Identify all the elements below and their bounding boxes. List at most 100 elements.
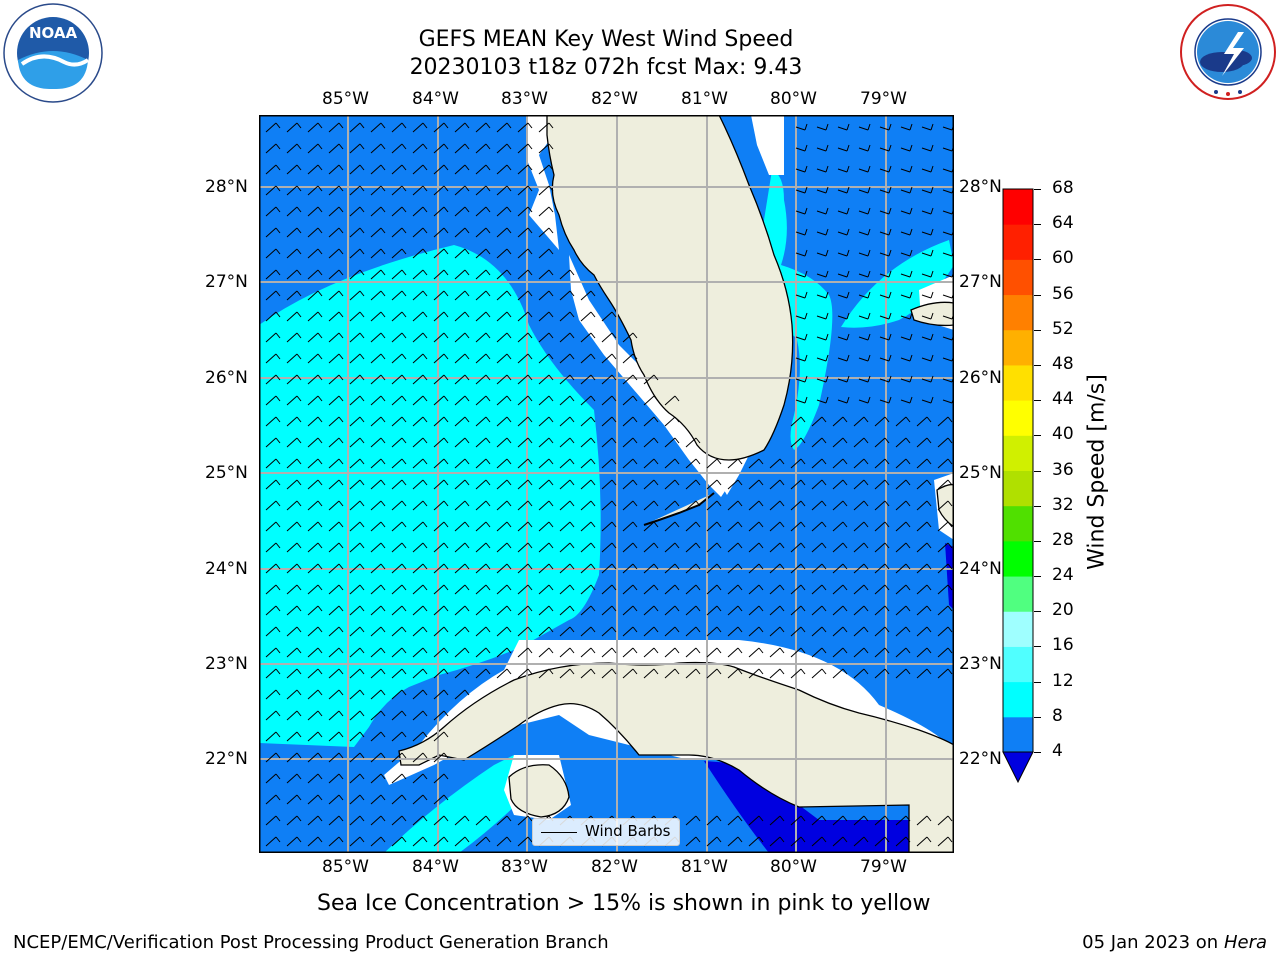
wind-barb xyxy=(853,521,869,532)
wind-barb xyxy=(916,584,932,595)
wind-barb xyxy=(307,815,323,826)
wind-barb xyxy=(475,500,491,511)
lat-label-left: 28°N xyxy=(205,177,248,197)
wind-barb xyxy=(643,584,659,595)
wind-barb xyxy=(475,374,491,385)
wind-barb xyxy=(370,437,386,448)
wind-barb xyxy=(391,584,407,595)
wind-barb xyxy=(580,605,596,616)
wind-barb xyxy=(706,836,722,847)
wind-barb xyxy=(858,207,871,215)
wind-barb xyxy=(900,312,913,320)
wind-barb xyxy=(265,752,281,763)
wind-barb xyxy=(643,458,659,469)
wind-barb xyxy=(265,647,281,658)
colorbar-segment xyxy=(1003,294,1033,331)
wind-barb xyxy=(349,143,365,154)
wind-barb xyxy=(370,395,386,406)
wind-barb xyxy=(433,332,449,343)
wind-barb xyxy=(580,479,596,490)
wind-barb xyxy=(685,479,701,490)
wind-barb xyxy=(727,668,743,679)
wind-barb xyxy=(496,206,512,217)
wind-barb xyxy=(727,836,743,847)
wind-barb xyxy=(370,164,386,175)
wind-barb xyxy=(664,416,680,427)
wind-barb xyxy=(454,584,470,595)
wind-barb xyxy=(858,291,871,299)
wind-barb xyxy=(837,144,850,152)
wind-barb xyxy=(265,815,281,826)
wind-barb xyxy=(832,521,848,532)
colorbar-tick-label: 68 xyxy=(1052,178,1074,198)
wind-barb xyxy=(391,374,407,385)
wind-barb xyxy=(664,521,680,532)
wind-barb xyxy=(412,605,428,616)
wind-barb xyxy=(307,542,323,553)
wind-barb xyxy=(685,458,701,469)
wind-barb xyxy=(328,311,344,322)
wind-barb xyxy=(916,563,932,574)
wind-barb xyxy=(790,500,806,511)
wind-barb xyxy=(664,647,680,658)
wind-barb xyxy=(874,605,890,616)
wind-barb xyxy=(307,836,323,847)
wind-barb xyxy=(370,290,386,301)
wind-barb xyxy=(328,836,344,847)
wind-barb xyxy=(517,164,533,175)
wind-barb xyxy=(454,542,470,553)
wind-barb xyxy=(664,563,680,574)
wind-barb xyxy=(853,437,869,448)
wind-barb xyxy=(286,647,302,658)
wind-barb xyxy=(858,249,871,257)
wind-barb xyxy=(286,185,302,196)
wind-barb xyxy=(837,228,850,236)
wind-barb xyxy=(853,500,869,511)
wind-barb xyxy=(370,143,386,154)
wind-barb xyxy=(328,227,344,238)
wind-barb xyxy=(454,311,470,322)
wind-barb xyxy=(769,647,785,658)
wind-barb xyxy=(879,186,892,194)
speed-band-below-4-east xyxy=(945,543,954,610)
wind-barb xyxy=(900,270,913,278)
wind-barb xyxy=(307,710,323,721)
wind-barb xyxy=(916,416,932,427)
wind-barb xyxy=(769,626,785,637)
wind-barb xyxy=(412,227,428,238)
wind-barb xyxy=(559,311,575,322)
colorbar-segment xyxy=(1003,224,1033,260)
wind-barb xyxy=(475,626,491,637)
wind-barb xyxy=(937,647,953,658)
wind-barb xyxy=(412,206,428,217)
wind-barb xyxy=(795,291,808,299)
wind-barb xyxy=(790,542,806,553)
wind-barb xyxy=(816,354,829,362)
wind-barb xyxy=(496,227,512,238)
wind-barb xyxy=(874,563,890,574)
wind-barb xyxy=(816,333,829,341)
wind-barb xyxy=(858,186,871,194)
wind-barb xyxy=(307,353,323,364)
wind-barb xyxy=(454,122,470,133)
wind-barb xyxy=(370,626,386,637)
wind-barb xyxy=(349,836,365,847)
wind-barb xyxy=(370,269,386,280)
wind-barb xyxy=(517,143,533,154)
wind-barb xyxy=(580,290,596,301)
wind-barb xyxy=(874,521,890,532)
wind-barb xyxy=(370,185,386,196)
wind-barb xyxy=(816,186,829,194)
wind-barb xyxy=(265,311,281,322)
colorbar-tick-mark xyxy=(1034,681,1041,683)
wind-barb xyxy=(370,647,386,658)
wind-barb xyxy=(433,227,449,238)
wind-barb xyxy=(937,416,953,427)
wind-barb xyxy=(475,458,491,469)
wind-barb xyxy=(921,249,934,257)
wind-barb xyxy=(517,815,533,826)
wind-barb xyxy=(685,836,701,847)
wind-barb xyxy=(879,207,892,215)
wind-barb xyxy=(790,584,806,595)
wind-barb xyxy=(433,542,449,553)
